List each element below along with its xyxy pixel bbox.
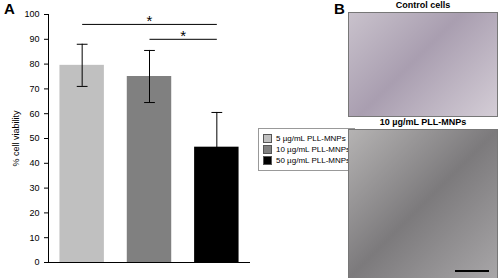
- html-text:B: B: [334, 0, 345, 17]
- svg-text:60: 60: [29, 109, 39, 119]
- html-text:5 µg/mL PLL-MNPs: 5 µg/mL PLL-MNPs: [276, 134, 346, 143]
- svg-text:% cell viability: % cell viability: [11, 110, 21, 167]
- html-text:10 µg/mL PLL-MNPs: 10 µg/mL PLL-MNPs: [276, 145, 351, 154]
- svg-text:80: 80: [29, 59, 39, 69]
- html-text:A: A: [4, 0, 15, 17]
- svg-text:90: 90: [29, 34, 39, 44]
- svg-text:10: 10: [29, 233, 39, 243]
- svg-text:100: 100: [24, 9, 39, 19]
- html-text:Control cells: Control cells: [395, 0, 451, 10]
- svg-text:*: *: [147, 12, 153, 29]
- svg-text:70: 70: [29, 84, 39, 94]
- svg-text:50: 50: [29, 133, 39, 143]
- html-text:50 µg/mL PLL-MNPs: 50 µg/mL PLL-MNPs: [276, 156, 351, 165]
- svg-text:*: *: [180, 27, 186, 44]
- svg-text:0: 0: [34, 257, 39, 267]
- svg-text:20: 20: [29, 208, 39, 218]
- html-text:10 µg/mL PLL-MNPs: 10 µg/mL PLL-MNPs: [379, 117, 467, 127]
- svg-text:40: 40: [29, 158, 39, 168]
- svg-text:30: 30: [29, 183, 39, 193]
